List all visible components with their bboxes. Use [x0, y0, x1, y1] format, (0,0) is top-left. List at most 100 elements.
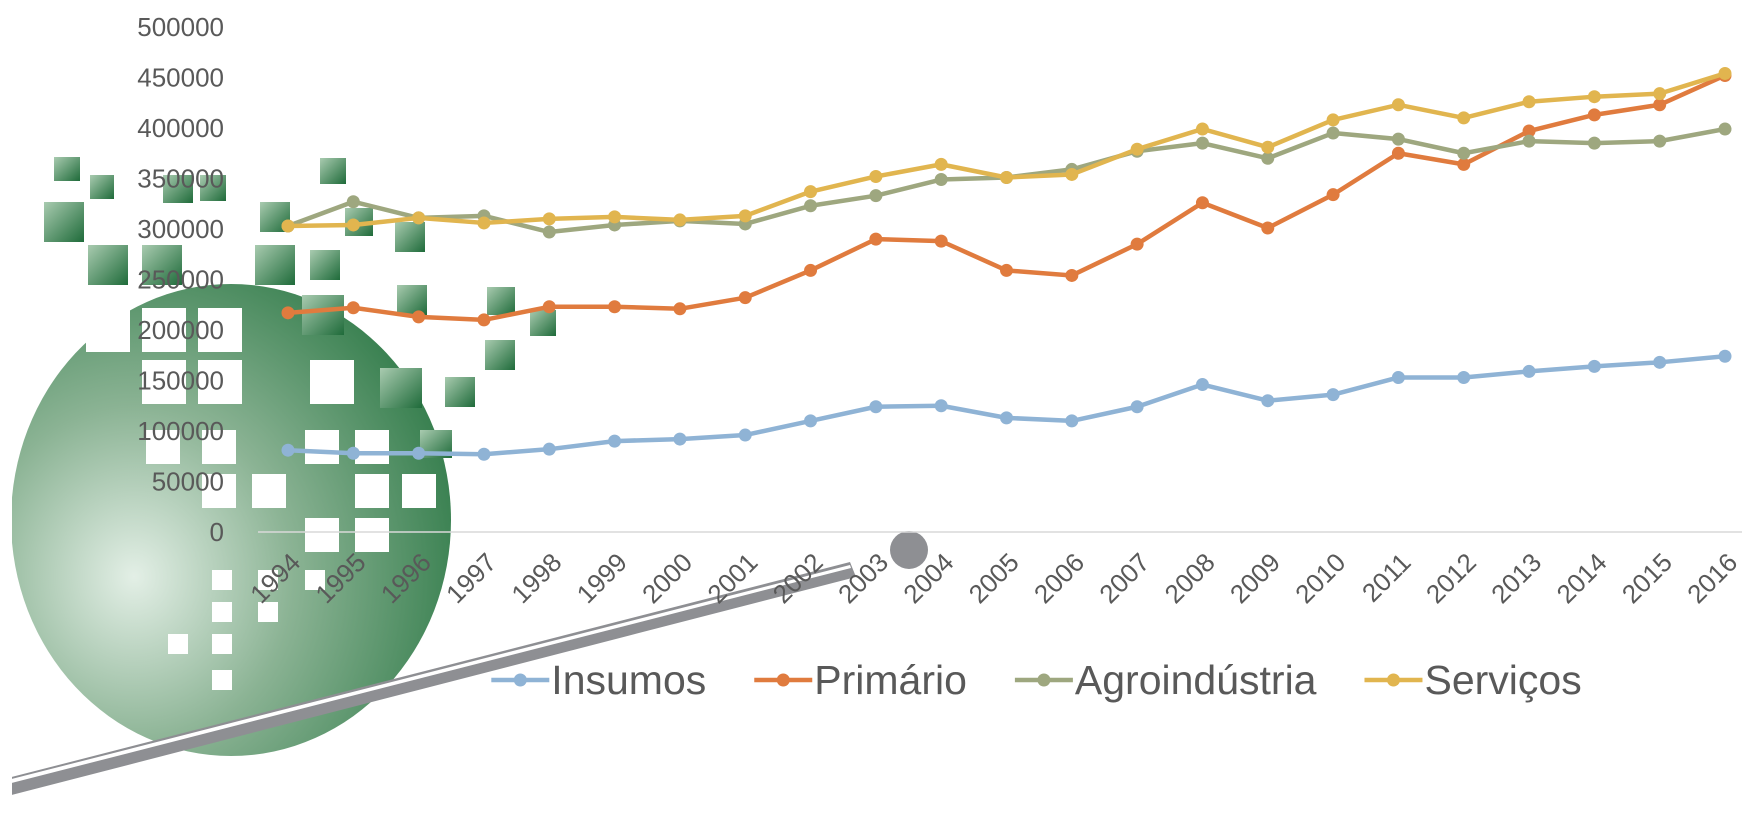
data-point [542, 300, 556, 314]
data-point [542, 212, 556, 226]
data-point [1195, 122, 1209, 136]
data-point [1000, 263, 1013, 277]
y-tick-label: 250000 [137, 265, 224, 295]
data-point [804, 414, 818, 428]
data-point [346, 195, 360, 209]
data-point [1522, 95, 1536, 109]
legend-marker [776, 673, 790, 687]
data-point [412, 310, 426, 324]
x-tick-label: 1998 [505, 547, 567, 609]
data-point [673, 302, 687, 316]
data-point [1000, 170, 1013, 184]
data-point [1653, 98, 1667, 112]
data-point [1718, 122, 1732, 136]
data-point [1261, 394, 1275, 408]
data-point [934, 234, 948, 248]
data-point [477, 216, 491, 230]
data-point [869, 189, 883, 203]
data-point [738, 209, 752, 223]
legend-item: Primário [754, 657, 967, 703]
legend: Insumos Primário Agroindústria Serviços [491, 657, 1582, 703]
data-point [804, 199, 818, 213]
x-tick-label: 2012 [1420, 547, 1482, 609]
data-point [1653, 355, 1667, 369]
data-point [412, 211, 426, 225]
data-point [1391, 132, 1405, 146]
x-tick-label: 2005 [963, 547, 1025, 609]
data-point [673, 213, 687, 227]
data-point [542, 442, 556, 456]
data-point [1065, 414, 1079, 428]
data-point [281, 443, 295, 457]
data-point [804, 263, 818, 277]
data-point [1130, 400, 1144, 414]
data-point [1587, 136, 1601, 150]
y-tick-label: 450000 [137, 63, 224, 93]
data-point [346, 446, 360, 460]
y-tick-label: 300000 [137, 214, 224, 244]
x-tick-label: 2007 [1093, 547, 1155, 609]
legend-marker [1037, 673, 1051, 687]
data-point [281, 306, 295, 320]
data-point [1000, 411, 1013, 425]
data-point [542, 225, 556, 239]
y-tick-label: 100000 [137, 416, 224, 446]
y-tick-label: 200000 [137, 315, 224, 345]
y-tick-label: 0 [210, 517, 224, 547]
data-point [869, 169, 883, 183]
data-point [1065, 268, 1079, 282]
legend-item: Agroindústria [1014, 657, 1317, 703]
data-point [1261, 140, 1275, 154]
data-point [608, 210, 622, 224]
x-tick-label: 2014 [1550, 547, 1612, 609]
data-point [346, 218, 360, 232]
background-logo [12, 157, 928, 795]
data-point [281, 219, 295, 233]
data-point [412, 446, 426, 460]
data-point [608, 434, 622, 448]
x-tick-label: 2016 [1681, 547, 1742, 609]
data-point [1457, 370, 1471, 384]
data-point [673, 432, 687, 446]
data-point [1261, 151, 1275, 165]
data-point [934, 399, 948, 413]
data-point [1261, 221, 1275, 235]
x-tick-label: 2009 [1224, 547, 1286, 609]
x-tick-label: 2000 [636, 547, 698, 609]
legend-item: Insumos [491, 657, 706, 703]
data-point [1718, 66, 1732, 80]
y-tick-label: 400000 [137, 113, 224, 143]
data-point [477, 447, 491, 461]
data-point [869, 400, 883, 414]
series-line [287, 73, 1726, 323]
data-point [1587, 359, 1601, 373]
data-point [1587, 108, 1601, 122]
data-point [1653, 87, 1667, 101]
data-point [1522, 364, 1536, 378]
x-tick-label: 2013 [1485, 547, 1547, 609]
data-point [738, 291, 752, 305]
x-tick-label: 1999 [571, 547, 633, 609]
data-point [1587, 90, 1601, 104]
data-point [1130, 142, 1144, 156]
data-point [934, 157, 948, 171]
data-point [1391, 370, 1405, 384]
legend-label: Primário [814, 657, 967, 703]
data-point [1195, 136, 1209, 150]
legend-label: Agroindústria [1075, 657, 1317, 703]
data-point [1457, 146, 1471, 160]
legend-label: Insumos [551, 657, 706, 703]
x-tick-label: 2008 [1159, 547, 1221, 609]
data-point [1718, 349, 1732, 363]
data-point [1130, 237, 1144, 251]
y-tick-label: 350000 [137, 164, 224, 194]
legend-label: Serviços [1424, 657, 1581, 703]
data-point [1195, 196, 1209, 210]
data-point [1457, 111, 1471, 125]
data-point [608, 300, 622, 314]
data-point [1391, 146, 1405, 160]
data-point [738, 428, 752, 442]
data-point [1326, 188, 1340, 202]
data-point [346, 301, 360, 315]
series-line [287, 71, 1726, 229]
